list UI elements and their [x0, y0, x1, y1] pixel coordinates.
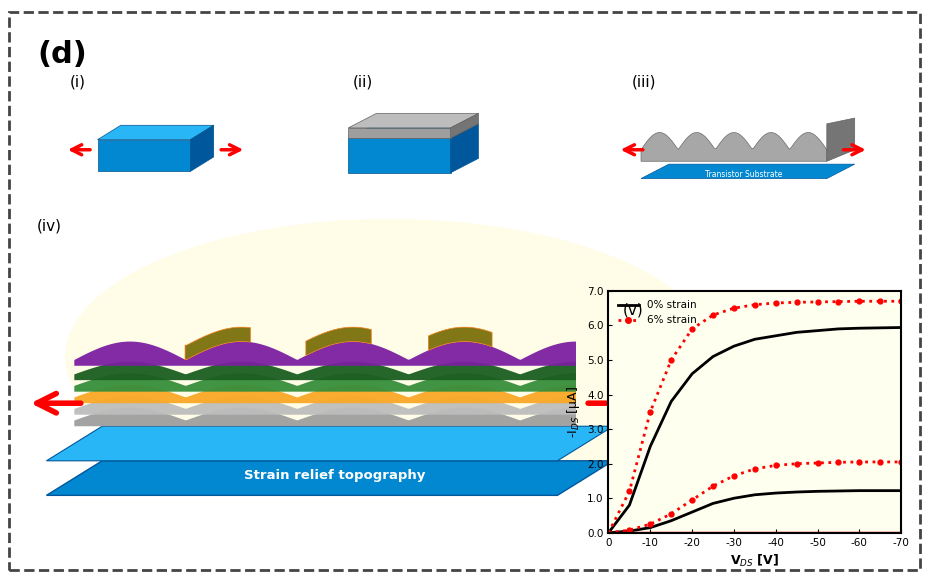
Polygon shape	[190, 126, 213, 172]
Polygon shape	[74, 342, 575, 366]
Text: (v): (v)	[623, 303, 643, 318]
Y-axis label: -I$_{DS}$ [μA]: -I$_{DS}$ [μA]	[564, 386, 581, 438]
Polygon shape	[348, 138, 450, 173]
Text: (d): (d)	[37, 40, 87, 69]
Polygon shape	[74, 385, 575, 403]
Polygon shape	[450, 113, 478, 138]
Polygon shape	[46, 461, 612, 495]
Polygon shape	[74, 373, 575, 392]
Polygon shape	[348, 113, 478, 128]
Polygon shape	[74, 362, 575, 380]
Polygon shape	[97, 140, 190, 172]
Polygon shape	[348, 128, 450, 138]
X-axis label: V$_{DS}$ [V]: V$_{DS}$ [V]	[729, 553, 779, 569]
Text: (ii): (ii)	[353, 75, 373, 90]
Polygon shape	[74, 408, 575, 426]
Polygon shape	[428, 327, 492, 350]
Text: (i): (i)	[70, 75, 85, 90]
Polygon shape	[640, 164, 854, 179]
Polygon shape	[74, 396, 575, 415]
Polygon shape	[46, 426, 612, 461]
Polygon shape	[826, 118, 854, 161]
Polygon shape	[450, 124, 478, 173]
Text: Transistor Substrate: Transistor Substrate	[703, 170, 781, 179]
Polygon shape	[348, 124, 478, 138]
Polygon shape	[97, 126, 213, 140]
Polygon shape	[185, 327, 251, 359]
Polygon shape	[640, 132, 826, 161]
Ellipse shape	[65, 219, 715, 495]
Text: Strain relief topography: Strain relief topography	[243, 469, 425, 482]
Text: (iv): (iv)	[37, 219, 62, 234]
Legend: 0% strain, 6% strain: 0% strain, 6% strain	[613, 296, 701, 329]
Text: (iii): (iii)	[631, 75, 655, 90]
Polygon shape	[305, 327, 371, 355]
FancyBboxPatch shape	[9, 12, 919, 570]
